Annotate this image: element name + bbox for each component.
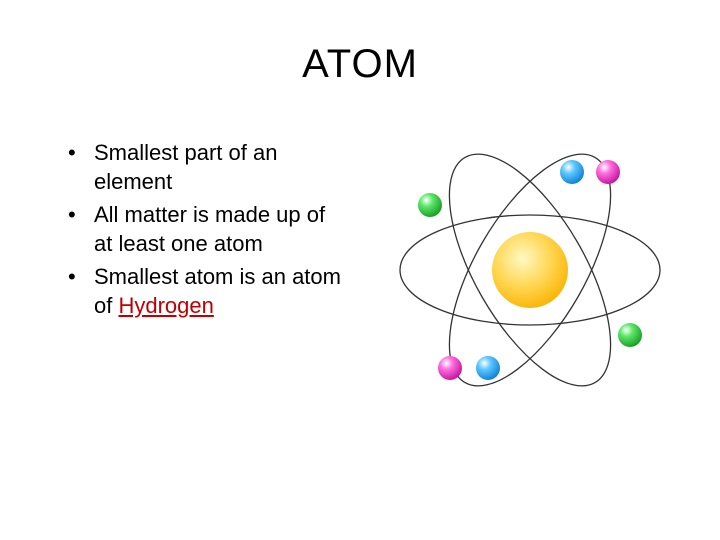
slide-title: ATOM — [0, 42, 720, 87]
electron-blue — [560, 160, 584, 184]
bullet-text: All matter is made up of at least one at… — [94, 202, 325, 256]
bullet-item: Smallest atom is an atom of Hydrogen — [68, 262, 348, 320]
atom-svg — [370, 110, 690, 430]
electron-blue — [476, 356, 500, 380]
nucleus — [492, 232, 568, 308]
bullet-item: Smallest part of an element — [68, 138, 348, 196]
bullet-text: Smallest part of an element — [94, 140, 277, 194]
highlight-word: Hydrogen — [118, 293, 213, 318]
electron-pink — [438, 356, 462, 380]
electron-green — [618, 323, 642, 347]
electron-green — [418, 193, 442, 217]
atom-diagram — [370, 110, 690, 430]
bullet-list: Smallest part of an element All matter i… — [68, 138, 348, 324]
bullet-item: All matter is made up of at least one at… — [68, 200, 348, 258]
electron-pink — [596, 160, 620, 184]
